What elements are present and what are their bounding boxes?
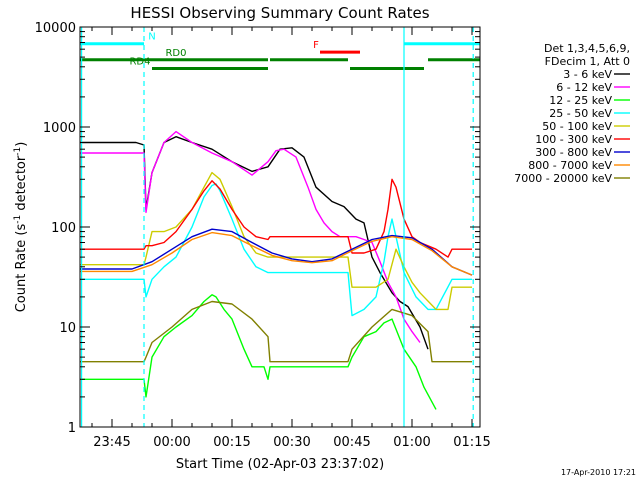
y-axis-title: Count Rate (s-1 detector-1) (13, 142, 29, 313)
series-line-5 (80, 178, 472, 258)
series-line-7 (80, 231, 473, 276)
x-axis: 23:45 00:00 00:15 00:30 00:45 01:00 01:15 (91, 27, 491, 450)
series-line-2 (80, 294, 437, 410)
flag-label-1: F (313, 40, 319, 51)
y-axis: 1 10 100 1000 10000 (35, 21, 480, 436)
legend-header-line-1: Det 1,3,4,5,6,9, (544, 42, 630, 55)
series-line-6 (80, 228, 473, 276)
series-line-1 (80, 130, 421, 343)
series-line-4 (80, 171, 472, 311)
flag-layer: N F RD0 RD4 (80, 32, 480, 70)
series-layer (80, 130, 473, 410)
legend-label-1: 6 - 12 keV (556, 81, 612, 94)
x-tick-label-4: 00:45 (333, 435, 370, 450)
y-tick-label-1: 10 (59, 321, 76, 336)
y-tick-label-3: 1000 (43, 121, 76, 136)
legend-label-2: 12 - 25 keV (549, 94, 612, 107)
y-axis-title-sup2: -1 (13, 147, 23, 156)
y-axis-title-sup: -1 (13, 215, 23, 224)
legend-label-5: 100 - 300 keV (535, 133, 612, 146)
legend-label-0: 3 - 6 keV (563, 68, 612, 81)
series-line-8 (80, 300, 472, 363)
legend-label-4: 50 - 100 keV (542, 120, 612, 133)
legend-label-6: 300 - 800 keV (535, 146, 612, 159)
legend-label-7: 800 - 7000 keV (528, 159, 612, 172)
y-tick-label-0: 1 (68, 421, 76, 436)
y-tick-label-4: 10000 (35, 21, 76, 36)
x-tick-label-1: 00:00 (153, 435, 190, 450)
x-tick-label-3: 00:30 (273, 435, 310, 450)
legend-label-8: 7000 - 20000 keV (514, 172, 612, 185)
x-tick-label-2: 00:15 (213, 435, 250, 450)
flag-label-2: RD0 (165, 48, 186, 59)
legend-header-line-2: FDecim 1, Att 0 (545, 55, 630, 68)
y-axis-title-end: ) (14, 142, 29, 147)
x-tick-label-0: 23:45 (93, 435, 130, 450)
flag-label-0: N (148, 32, 155, 43)
x-tick-label-6: 01:15 (453, 435, 490, 450)
flag-label-3: RD4 (129, 56, 150, 67)
x-axis-title: Start Time (02-Apr-03 23:37:02) (176, 457, 384, 472)
y-axis-title-main: Count Rate (s (14, 224, 29, 313)
y-tick-label-2: 100 (51, 221, 76, 236)
legend: Det 1,3,4,5,6,9, FDecim 1, Att 0 3 - 6 k… (514, 42, 630, 185)
x-tick-label-5: 01:00 (393, 435, 430, 450)
legend-label-3: 25 - 50 keV (549, 107, 612, 120)
chart-title: HESSI Observing Summary Count Rates (130, 4, 429, 22)
timestamp-stamp: 17-Apr-2010 17:21 (561, 468, 636, 477)
y-axis-title-mid: detector (14, 155, 29, 215)
